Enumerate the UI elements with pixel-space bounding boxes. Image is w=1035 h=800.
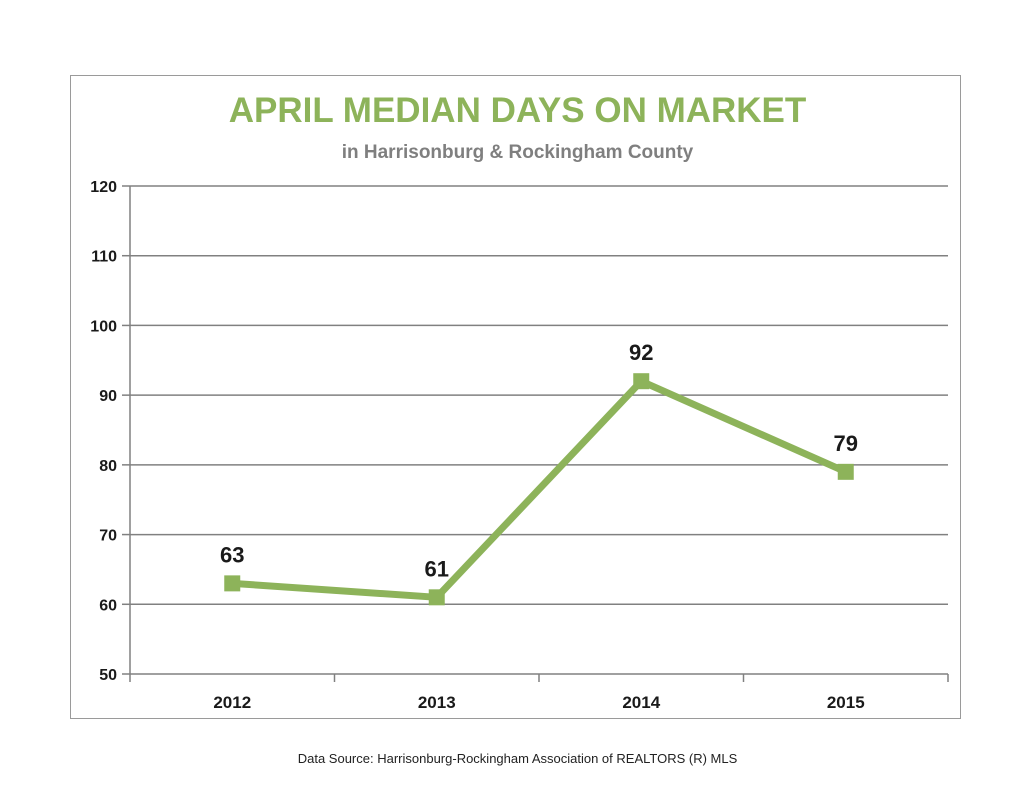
y-tick-label: 110	[91, 249, 117, 266]
y-tick-label: 80	[99, 458, 117, 475]
data-point-marker	[633, 373, 650, 390]
y-tick-label: 70	[99, 528, 117, 545]
y-tick-label: 120	[90, 179, 117, 196]
x-tick-label: 2014	[622, 693, 660, 712]
chart-title: APRIL MEDIAN DAYS ON MARKET	[228, 91, 807, 130]
data-label: 92	[629, 340, 653, 365]
y-tick-label: 90	[99, 388, 117, 405]
y-tick-label: 50	[99, 667, 117, 684]
data-point-marker	[837, 463, 854, 480]
data-point-marker	[428, 589, 445, 606]
y-tick-label: 60	[99, 597, 117, 614]
chart-subtitle: in Harrisonburg & Rockingham County	[341, 142, 694, 163]
data-point-marker	[224, 575, 241, 592]
chart-frame	[70, 75, 961, 719]
data-source-note: Data Source: Harrisonburg-Rockingham Ass…	[297, 751, 738, 766]
x-tick-label: 2013	[418, 693, 456, 712]
data-label: 61	[425, 556, 449, 581]
x-tick-label: 2015	[827, 693, 865, 712]
series-line	[228, 377, 850, 601]
y-tick-label: 100	[90, 318, 117, 335]
data-label: 79	[834, 431, 858, 456]
x-tick-label: 2012	[213, 693, 251, 712]
data-label: 63	[220, 542, 244, 567]
